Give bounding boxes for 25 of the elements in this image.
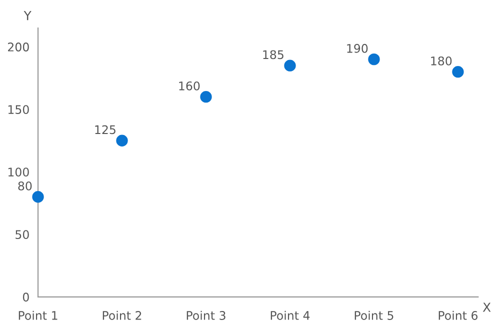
data-label: 185 bbox=[263, 50, 284, 60]
point bbox=[368, 53, 380, 66]
y-tick-label: 100 bbox=[8, 168, 29, 177]
data-label: 160 bbox=[179, 81, 200, 90]
point bbox=[284, 60, 296, 72]
y-tick-label: 50 bbox=[16, 230, 29, 240]
x-tick-label: Point 5 bbox=[354, 310, 394, 320]
point bbox=[32, 191, 44, 203]
x-tick-label: Point 2 bbox=[102, 310, 142, 320]
point bbox=[200, 90, 212, 103]
x-tick-label: Point 1 bbox=[18, 310, 58, 320]
data-label: 125 bbox=[95, 125, 116, 134]
point bbox=[452, 66, 464, 78]
x-tick-label: Point 6 bbox=[438, 310, 478, 320]
x-axis-title: X bbox=[482, 302, 491, 312]
x-tick-label: Point 4 bbox=[270, 310, 310, 320]
y-tick-label: 150 bbox=[8, 105, 29, 114]
y-axis-title: Y bbox=[24, 10, 32, 20]
y-tick-label: 200 bbox=[8, 42, 29, 52]
y-tick-label: 0 bbox=[22, 292, 29, 302]
data-label: 80 bbox=[18, 182, 32, 190]
data-label: 190 bbox=[347, 44, 368, 53]
x-tick-label: Point 3 bbox=[186, 310, 226, 320]
data-label: 180 bbox=[431, 56, 452, 66]
point bbox=[116, 134, 128, 146]
